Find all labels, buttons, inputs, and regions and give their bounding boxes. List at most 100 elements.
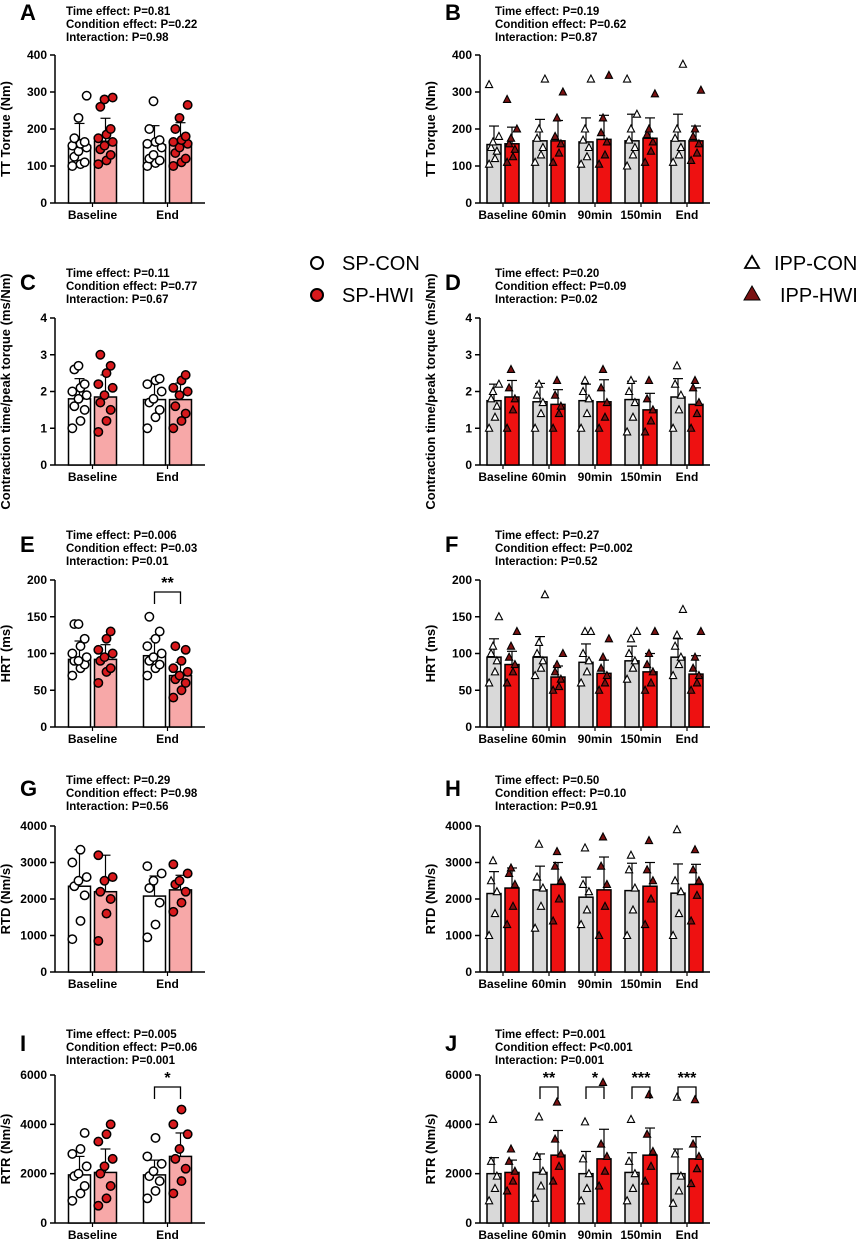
panel-letter: G [20, 776, 37, 801]
data-point [484, 930, 494, 940]
data-point [624, 864, 634, 874]
bar-hwi [596, 138, 612, 204]
data-point [642, 1128, 652, 1138]
data-point [536, 408, 546, 418]
significance-bracket [153, 591, 182, 604]
data-point [504, 651, 514, 661]
data-point [642, 864, 652, 874]
data-point [556, 1148, 566, 1158]
y-tick-label: 2 [40, 385, 47, 399]
data-point [690, 651, 700, 661]
data-point [556, 138, 566, 148]
panel-letter: A [20, 0, 36, 25]
data-point [148, 1166, 159, 1177]
x-tick-label: 90min [578, 470, 613, 484]
data-point [148, 652, 159, 663]
panel-letter: J [445, 1031, 457, 1056]
bar-con [578, 141, 594, 204]
y-tick-label: 100 [452, 647, 472, 661]
data-point [668, 1198, 678, 1207]
legend-ipp-con: IPP-CON [743, 253, 857, 275]
data-point [490, 666, 500, 676]
data-point [632, 108, 642, 118]
data-point [550, 1133, 560, 1143]
data-point [642, 659, 652, 669]
legend-ipp-hwi-marker [743, 284, 761, 301]
data-point [95, 397, 106, 408]
data-point [75, 915, 86, 926]
data-point [602, 397, 612, 407]
data-point [676, 389, 686, 399]
data-point [530, 670, 540, 680]
data-point [674, 908, 684, 918]
data-point [484, 677, 494, 687]
data-point [690, 375, 700, 385]
stats-line: Time effect: P=0.19 [495, 6, 599, 18]
data-point [674, 1185, 684, 1195]
data-point [75, 1188, 86, 1199]
data-point [550, 860, 560, 870]
data-point [534, 378, 544, 388]
data-point [622, 160, 632, 170]
x-tick-label: 60min [532, 1228, 567, 1242]
data-point [688, 382, 698, 392]
data-point [506, 862, 516, 872]
x-tick-label: Baseline [478, 977, 528, 991]
data-point [578, 386, 588, 396]
data-point [168, 663, 179, 674]
data-point [626, 375, 636, 385]
data-point [598, 651, 608, 661]
data-point [486, 875, 496, 885]
data-point [150, 1185, 161, 1196]
x-tick-label: 150min [620, 1228, 661, 1242]
data-point [506, 364, 516, 374]
data-point [530, 922, 540, 932]
data-point [554, 408, 564, 418]
stats-line: Interaction: P=0.67 [66, 294, 169, 306]
data-point [182, 666, 193, 677]
data-point [93, 426, 104, 437]
stats-line: Condition effect: P=0.06 [66, 1042, 197, 1054]
data-point [642, 129, 652, 139]
bar-hwi [93, 890, 118, 973]
data-point [580, 842, 590, 852]
stats-line: Interaction: P=0.56 [66, 801, 169, 813]
x-tick-label: 60min [532, 732, 567, 746]
bar-con [486, 399, 502, 466]
x-tick-label: Baseline [68, 732, 118, 746]
stats-line: Time effect: P=0.001 [495, 1029, 606, 1041]
stats-line: Interaction: P=0.001 [495, 1055, 605, 1067]
data-point [552, 375, 562, 385]
data-point [582, 408, 592, 418]
data-point [488, 386, 498, 396]
data-point [580, 626, 590, 636]
y-tick-label: 50 [34, 683, 48, 697]
y-tick-label: 0 [40, 965, 47, 979]
data-point [594, 930, 604, 940]
data-point [148, 149, 159, 160]
data-point [626, 1114, 636, 1123]
y-tick-label: 1 [40, 421, 47, 435]
data-point [170, 124, 181, 134]
data-point [548, 423, 558, 432]
data-point [107, 872, 118, 883]
data-point [144, 124, 155, 134]
data-point [502, 677, 512, 687]
y-tick-label: 4000 [20, 819, 47, 833]
data-point [508, 404, 518, 414]
data-point [156, 648, 167, 659]
data-point [67, 934, 78, 945]
data-point [692, 890, 702, 899]
legend-sp-con-marker [310, 256, 324, 270]
x-tick-label: End [676, 977, 699, 991]
y-tick-label: 50 [459, 683, 473, 697]
data-point [180, 677, 191, 688]
data-point [554, 1161, 564, 1170]
data-point [508, 666, 518, 676]
legend-sp-hwi-label: SP-HWI [342, 285, 414, 307]
data-point [486, 142, 496, 152]
data-point [93, 159, 104, 170]
